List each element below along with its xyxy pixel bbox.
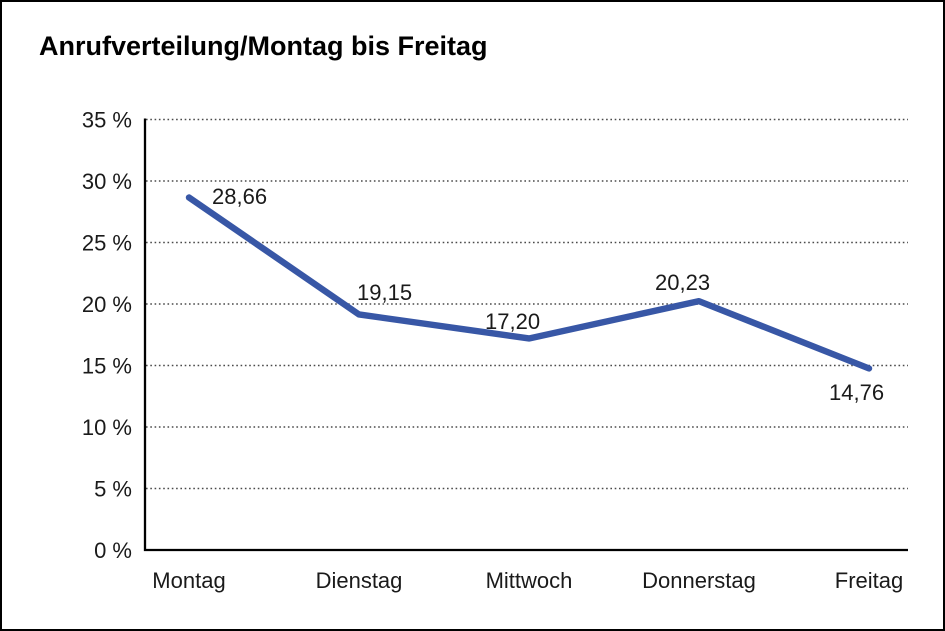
x-axis-category-label: Montag <box>152 568 225 593</box>
chart-title: Anrufverteilung/Montag bis Freitag <box>39 31 488 61</box>
y-axis-tick-label: 10 % <box>82 415 132 440</box>
x-axis-category-label: Dienstag <box>316 568 403 593</box>
axis-lines <box>143 118 908 552</box>
data-point-label: 19,15 <box>357 280 412 305</box>
x-axis-category-label: Donnerstag <box>642 568 756 593</box>
y-axis-tick-label: 20 % <box>82 292 132 317</box>
data-point-label: 20,23 <box>655 270 710 295</box>
data-point-label: 17,20 <box>485 309 540 334</box>
y-axis-tick-label: 5 % <box>94 477 132 502</box>
y-axis-tick-label: 30 % <box>82 169 132 194</box>
data-point-label: 14,76 <box>829 380 884 405</box>
y-axis-tick-label: 35 % <box>82 108 132 133</box>
y-axis-tick-label: 25 % <box>82 231 132 256</box>
data-series-line <box>185 194 873 372</box>
y-axis-tick-label: 0 % <box>94 538 132 563</box>
y-axis-tick-label: 15 % <box>82 354 132 379</box>
data-point-label: 28,66 <box>212 184 267 209</box>
x-axis-category-label: Mittwoch <box>486 568 573 593</box>
x-axis-category-label: Freitag <box>835 568 903 593</box>
